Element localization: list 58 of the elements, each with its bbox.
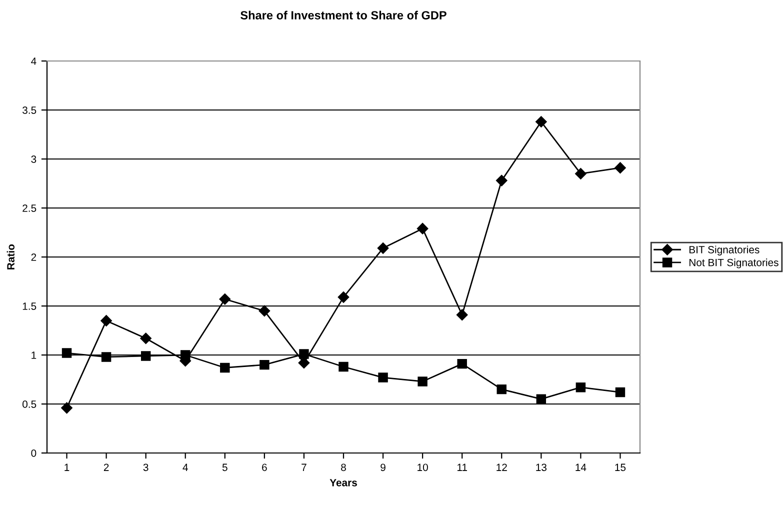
x-tick-label: 14 <box>576 464 586 471</box>
point <box>457 358 467 369</box>
legend-label: Not BIT Signatories <box>689 258 778 268</box>
point <box>456 309 468 320</box>
x-tick-label: 13 <box>536 464 547 472</box>
x-tick-label: 2 <box>104 464 109 471</box>
x-tick-label: 3 <box>143 464 148 472</box>
point <box>140 332 152 344</box>
point <box>298 357 310 368</box>
point <box>61 402 72 414</box>
point <box>576 382 586 392</box>
point <box>496 174 508 186</box>
point <box>100 315 112 326</box>
point <box>220 362 230 373</box>
point <box>338 292 350 303</box>
y-tick-label: 0 <box>31 450 36 457</box>
y-tick-label: 4 <box>31 58 36 65</box>
point <box>299 349 309 359</box>
x-tick-label: 9 <box>380 464 386 472</box>
x-tick-label: 12 <box>496 464 507 471</box>
x-tick-label: 8 <box>341 464 346 472</box>
point <box>536 394 546 404</box>
point <box>378 372 388 382</box>
y-tick-label: 1.5 <box>22 302 36 310</box>
point <box>416 222 428 234</box>
point <box>418 376 428 386</box>
point <box>62 348 72 358</box>
x-axis-title: Years <box>330 479 357 486</box>
x-tick-label: 5 <box>222 464 228 472</box>
x-tick-label: 6 <box>262 464 267 472</box>
x-tick-label: 10 <box>418 464 428 472</box>
point <box>496 384 506 394</box>
point <box>140 351 151 361</box>
legend-label: BIT Signatories <box>689 246 760 256</box>
y-tick-label: 2.5 <box>22 204 36 212</box>
point <box>614 162 626 174</box>
point <box>219 294 231 305</box>
y-axis-title: Ratio <box>6 244 14 270</box>
chart-title: Share of Investment to Share of GDP <box>240 10 446 20</box>
point <box>338 362 348 372</box>
y-tick-label: 0.5 <box>22 400 36 408</box>
point <box>575 168 586 180</box>
point <box>377 242 389 254</box>
point <box>258 305 270 317</box>
y-tick-label: 3.5 <box>22 106 36 114</box>
point <box>536 116 547 128</box>
point <box>101 352 112 362</box>
y-tick-label: 1 <box>32 352 36 359</box>
y-tick-label: 3 <box>31 156 36 163</box>
x-tick-label: 1 <box>64 464 70 471</box>
x-tick-label: 4 <box>182 464 188 471</box>
x-tick-label: 7 <box>302 464 306 471</box>
y-tick-label: 2 <box>31 254 36 261</box>
point <box>615 387 626 398</box>
x-tick-label: 15 <box>615 464 626 472</box>
x-tick-label: 11 <box>457 464 467 471</box>
point <box>260 360 270 370</box>
point <box>180 350 190 360</box>
